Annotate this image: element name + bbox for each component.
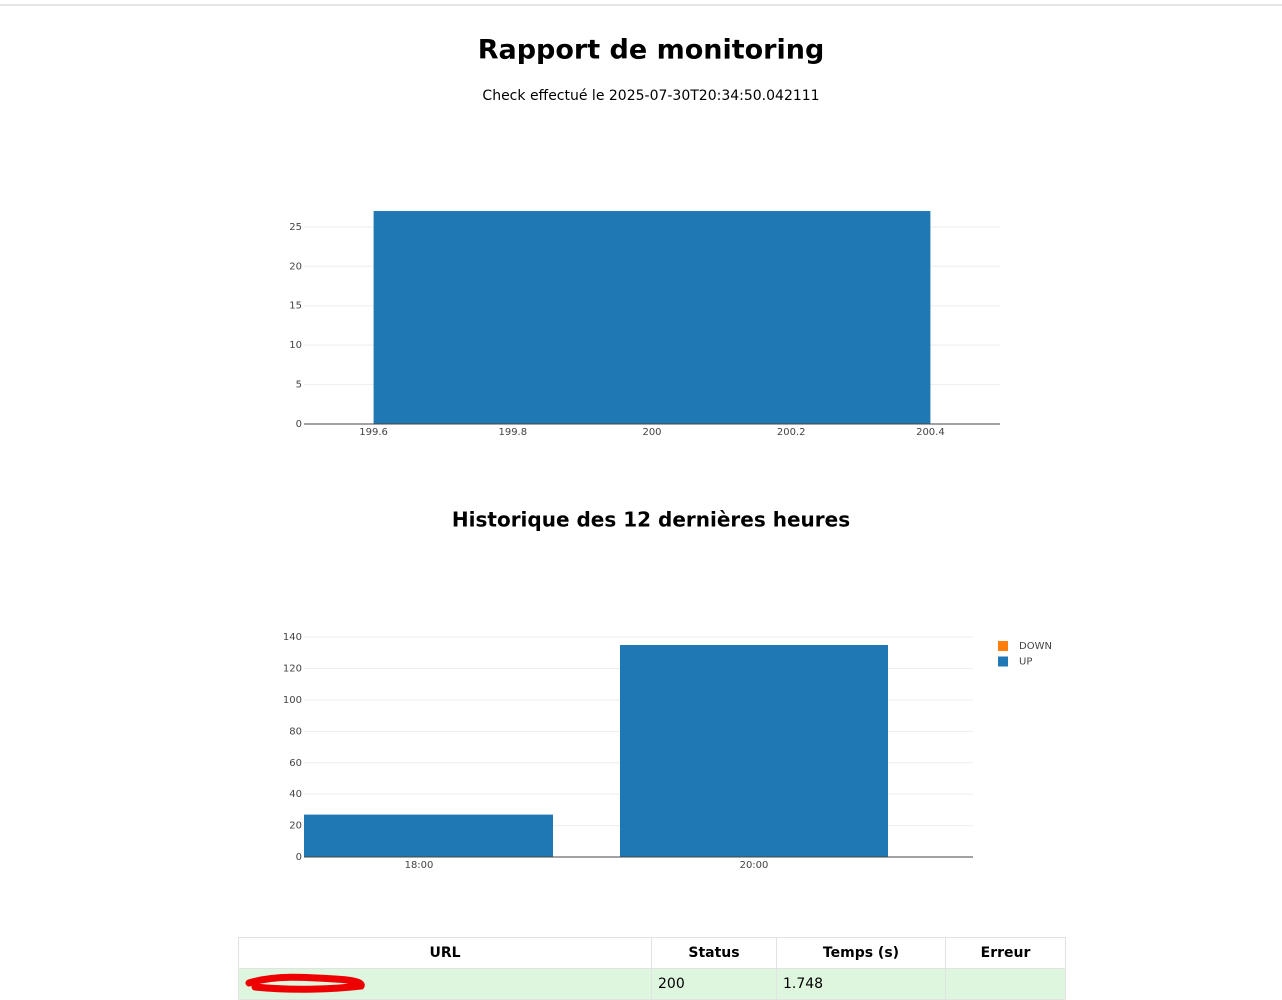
column-header: Status xyxy=(651,937,777,969)
y-tick-label: 0 xyxy=(296,419,302,430)
legend-swatch xyxy=(998,641,1008,651)
y-tick-label: 120 xyxy=(283,664,302,675)
bar-segment xyxy=(304,814,553,857)
y-tick-label: 10 xyxy=(289,340,302,351)
y-tick-label: 60 xyxy=(289,758,302,769)
chart-title: Historique des 12 dernières heures xyxy=(452,508,850,532)
x-tick-label: 200.4 xyxy=(916,427,945,438)
y-tick-label: 80 xyxy=(289,726,302,737)
y-tick-label: 40 xyxy=(289,789,302,800)
x-tick-label: 20:00 xyxy=(740,860,769,871)
y-tick-label: 140 xyxy=(283,632,302,643)
y-tick-label: 0 xyxy=(296,852,302,863)
column-header: Temps (s) xyxy=(776,937,946,969)
y-tick-label: 100 xyxy=(283,695,302,706)
page-title: Rapport de monitoring xyxy=(478,35,825,66)
results-table: URL Status Temps (s) Erreur 200 1.748 xyxy=(238,937,1066,1000)
column-header: URL xyxy=(238,937,652,969)
y-tick-label: 15 xyxy=(289,301,302,312)
legend-label: UP xyxy=(1019,657,1032,668)
bar-segment xyxy=(620,644,888,857)
x-tick-label: 200.2 xyxy=(777,427,806,438)
status-cell: 200 xyxy=(651,968,777,1000)
x-tick-label: 199.8 xyxy=(498,427,527,438)
x-tick-label: 199.6 xyxy=(359,427,388,438)
report-charts: Rapport de monitoring Check effectué le … xyxy=(283,35,1052,872)
x-tick-label: 18:00 xyxy=(405,860,434,871)
legend-label: DOWN xyxy=(1019,641,1052,652)
redaction xyxy=(245,973,365,993)
top-border xyxy=(0,4,1282,6)
legend-swatch xyxy=(998,656,1008,667)
data-row: 200 1.748 xyxy=(238,968,1066,1000)
column-header: Erreur xyxy=(945,937,1066,969)
error-cell xyxy=(945,968,1066,1000)
y-tick-label: 25 xyxy=(289,222,302,233)
bars xyxy=(304,644,888,857)
histogram-bar xyxy=(373,211,931,424)
x-tick-label: 200 xyxy=(642,427,661,438)
header-row: URL Status Temps (s) Erreur xyxy=(238,937,1066,969)
time-cell: 1.748 xyxy=(776,968,946,1000)
y-tick-label: 20 xyxy=(289,261,302,272)
url-cell xyxy=(238,968,652,1000)
y-tick-label: 20 xyxy=(289,821,302,832)
page-subtitle: Check effectué le 2025-07-30T20:34:50.04… xyxy=(482,88,819,104)
y-tick-label: 5 xyxy=(296,380,302,391)
